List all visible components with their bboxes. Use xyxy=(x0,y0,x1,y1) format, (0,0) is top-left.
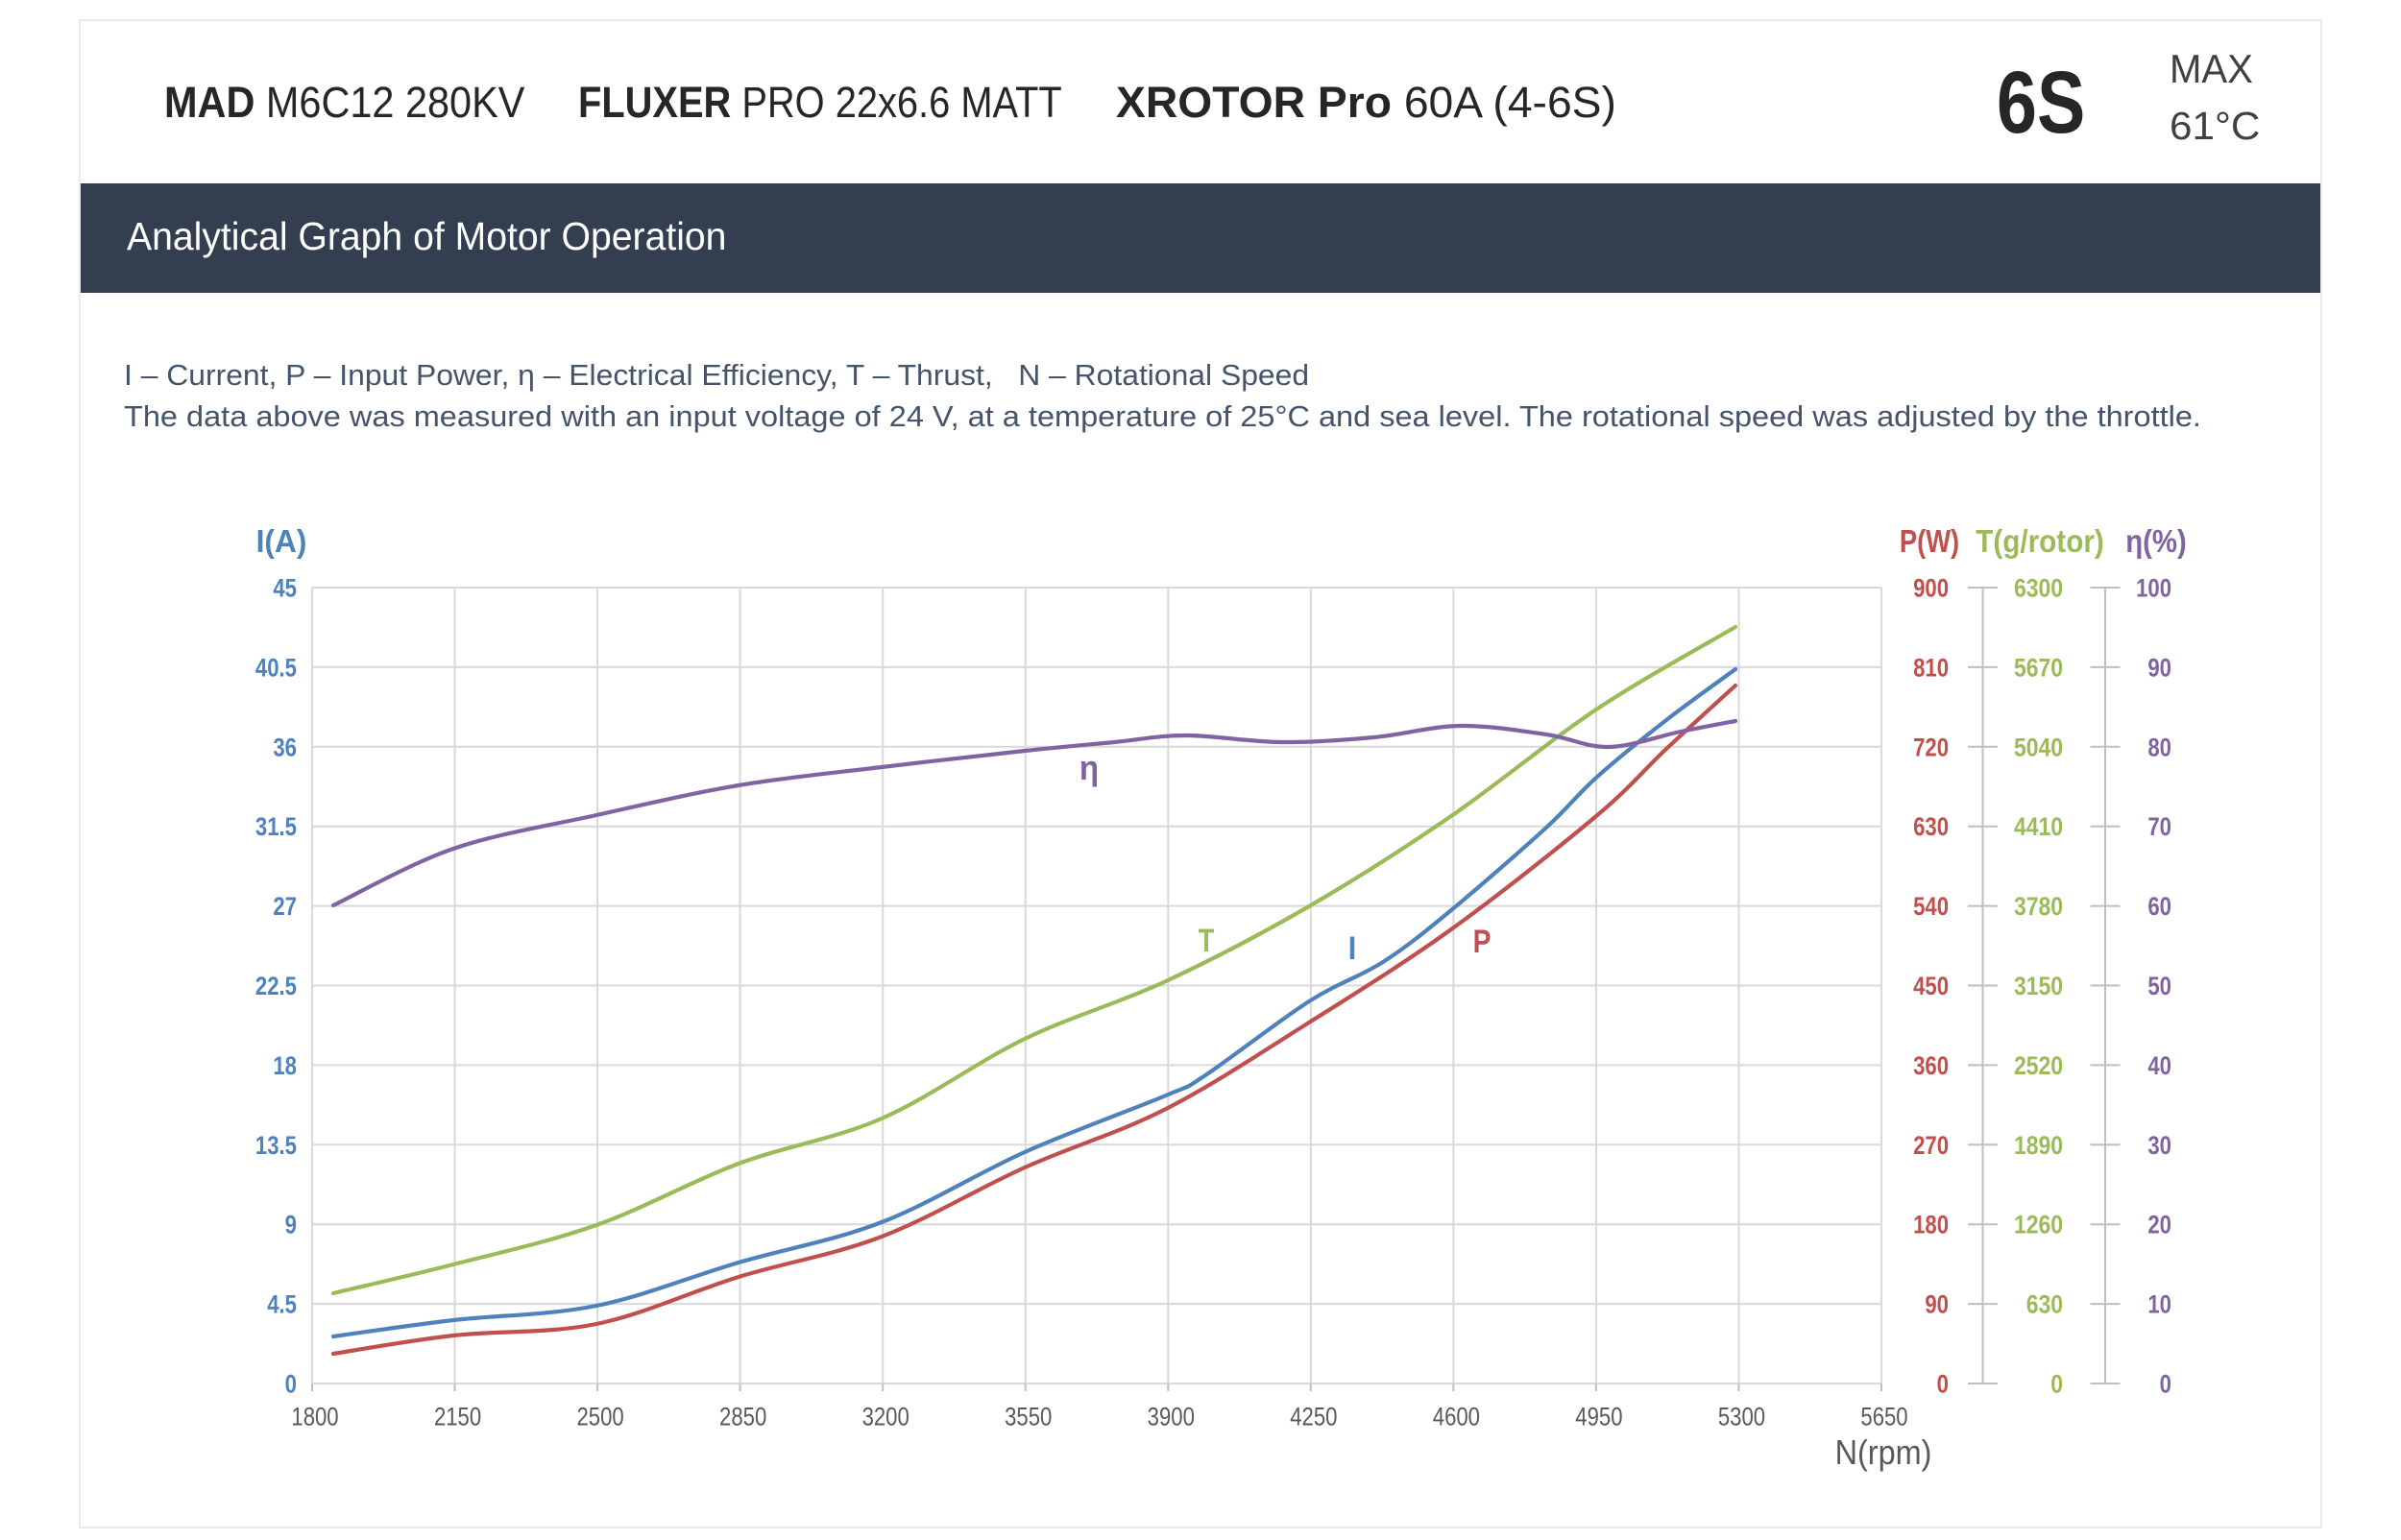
svg-text:810: 810 xyxy=(1913,654,1949,683)
svg-text:4.5: 4.5 xyxy=(267,1291,297,1320)
svg-text:180: 180 xyxy=(1913,1212,1949,1240)
svg-text:27: 27 xyxy=(273,893,297,922)
svg-text:3150: 3150 xyxy=(2014,972,2063,1000)
svg-text:0: 0 xyxy=(285,1371,297,1400)
svg-text:0: 0 xyxy=(2160,1371,2171,1400)
svg-text:720: 720 xyxy=(1913,734,1949,762)
svg-text:4950: 4950 xyxy=(1575,1404,1622,1432)
svg-text:6S: 6S xyxy=(1997,53,2085,152)
svg-text:13.5: 13.5 xyxy=(255,1132,297,1161)
svg-text:40: 40 xyxy=(2147,1052,2171,1081)
svg-text:η(%): η(%) xyxy=(2125,523,2187,559)
svg-text:22.5: 22.5 xyxy=(255,973,297,1001)
svg-text:60: 60 xyxy=(2147,893,2171,922)
svg-text:80: 80 xyxy=(2147,734,2171,762)
svg-text:1800: 1800 xyxy=(291,1404,338,1432)
svg-text:6300: 6300 xyxy=(2014,574,2063,603)
svg-text:4410: 4410 xyxy=(2014,812,2063,841)
svg-text:5670: 5670 xyxy=(2014,654,2063,683)
svg-text:18: 18 xyxy=(273,1052,297,1081)
svg-text:900: 900 xyxy=(1913,575,1949,604)
svg-text:I: I xyxy=(1348,930,1356,967)
svg-text:45: 45 xyxy=(273,575,297,604)
svg-text:3200: 3200 xyxy=(862,1404,909,1432)
svg-text:3900: 3900 xyxy=(1148,1404,1195,1432)
svg-text:1260: 1260 xyxy=(2014,1211,2063,1239)
svg-text:5300: 5300 xyxy=(1718,1404,1765,1432)
svg-text:3550: 3550 xyxy=(1005,1404,1052,1432)
svg-text:FLUXER PRO 22x6.6 MATT: FLUXER PRO 22x6.6 MATT xyxy=(578,80,1062,128)
svg-text:450: 450 xyxy=(1913,973,1949,1001)
svg-text:5650: 5650 xyxy=(1860,1404,1907,1432)
svg-text:30: 30 xyxy=(2147,1132,2171,1161)
svg-text:1890: 1890 xyxy=(2014,1131,2063,1160)
svg-text:The data above was measured wi: The data above was measured with an inpu… xyxy=(124,399,2201,433)
svg-text:3780: 3780 xyxy=(2014,892,2063,921)
svg-text:N(rpm): N(rpm) xyxy=(1835,1433,1932,1472)
svg-text:η: η xyxy=(1079,750,1099,788)
svg-text:5040: 5040 xyxy=(2014,734,2063,762)
svg-text:630: 630 xyxy=(1913,813,1949,842)
svg-text:50: 50 xyxy=(2147,973,2171,1001)
svg-text:T: T xyxy=(1199,922,1215,959)
svg-text:31.5: 31.5 xyxy=(255,813,297,842)
svg-text:70: 70 xyxy=(2147,813,2171,842)
svg-text:I(A): I(A) xyxy=(256,523,307,559)
svg-text:270: 270 xyxy=(1913,1132,1949,1161)
svg-text:MAX: MAX xyxy=(2170,46,2253,91)
svg-text:40.5: 40.5 xyxy=(255,654,297,683)
svg-text:2500: 2500 xyxy=(576,1404,623,1432)
svg-text:T(g/rotor): T(g/rotor) xyxy=(1976,524,2104,560)
svg-text:20: 20 xyxy=(2147,1212,2171,1240)
svg-text:540: 540 xyxy=(1913,893,1949,922)
svg-text:90: 90 xyxy=(2147,654,2171,683)
svg-text:90: 90 xyxy=(1925,1291,1949,1320)
svg-text:2520: 2520 xyxy=(2014,1051,2063,1080)
svg-text:360: 360 xyxy=(1913,1052,1949,1081)
svg-text:630: 630 xyxy=(2026,1290,2063,1319)
svg-text:36: 36 xyxy=(273,734,297,762)
svg-text:100: 100 xyxy=(2136,575,2171,604)
svg-text:4250: 4250 xyxy=(1290,1404,1337,1432)
svg-text:0: 0 xyxy=(2050,1370,2063,1399)
svg-text:10: 10 xyxy=(2147,1291,2171,1320)
svg-text:P(W): P(W) xyxy=(1900,525,1959,560)
svg-text:0: 0 xyxy=(1937,1371,1949,1400)
svg-text:9: 9 xyxy=(285,1212,297,1240)
svg-text:P: P xyxy=(1473,924,1492,960)
svg-text:MAD M6C12 280KV: MAD M6C12 280KV xyxy=(164,79,525,127)
svg-text:Analytical Graph of Motor Oper: Analytical Graph of Motor Operation xyxy=(127,215,726,258)
svg-text:2150: 2150 xyxy=(434,1404,481,1432)
svg-text:4600: 4600 xyxy=(1433,1404,1480,1432)
svg-text:I – Current, P – Input Power,: I – Current, P – Input Power, η – Electr… xyxy=(124,358,1309,392)
svg-text:61°C: 61°C xyxy=(2170,104,2260,148)
svg-text:2850: 2850 xyxy=(719,1404,766,1432)
svg-text:XROTOR Pro 60A (4-6S): XROTOR Pro 60A (4-6S) xyxy=(1116,79,1616,127)
